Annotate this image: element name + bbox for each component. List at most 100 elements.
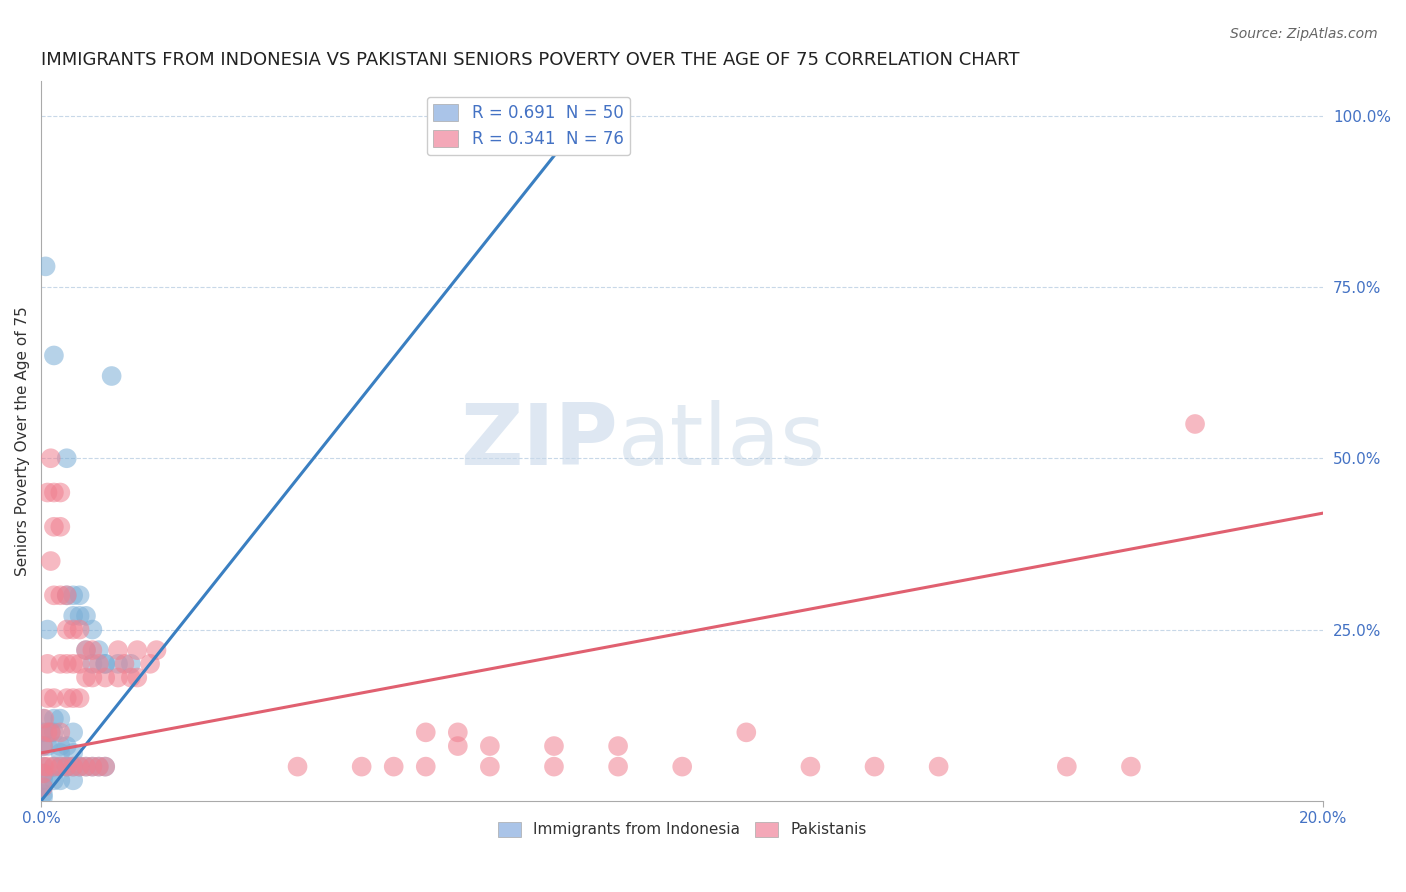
Point [94, 657, 117, 671]
Point [69, 759, 91, 773]
Y-axis label: Seniors Poverty Over the Age of 75: Seniors Poverty Over the Age of 75 [15, 306, 30, 576]
Point [55, 451, 77, 466]
Point [34, 766, 56, 780]
Point [82, 759, 104, 773]
Point [55, 759, 77, 773]
Point [145, 643, 167, 657]
Point [415, 725, 437, 739]
Point [32, 739, 55, 753]
Point [107, 671, 129, 685]
Point [49, 725, 72, 739]
Point [100, 369, 122, 384]
Legend: Immigrants from Indonesia, Pakistanis: Immigrants from Indonesia, Pakistanis [492, 815, 873, 844]
Point [37, 691, 59, 706]
Point [928, 759, 950, 773]
Point [478, 739, 501, 753]
Point [32, 780, 55, 794]
Text: ZIP: ZIP [460, 400, 619, 483]
Point [87, 759, 110, 773]
Point [82, 623, 104, 637]
Point [287, 759, 309, 773]
Point [75, 671, 97, 685]
Point [32, 725, 55, 739]
Point [62, 623, 84, 637]
Point [75, 759, 97, 773]
Point [42, 759, 65, 773]
Point [120, 657, 142, 671]
Text: atlas: atlas [619, 400, 827, 483]
Point [69, 759, 91, 773]
Point [382, 759, 405, 773]
Point [447, 725, 470, 739]
Point [49, 739, 72, 753]
Text: Source: ZipAtlas.com: Source: ZipAtlas.com [1230, 27, 1378, 41]
Point [62, 759, 84, 773]
Point [75, 759, 97, 773]
Point [139, 657, 162, 671]
Point [62, 746, 84, 760]
Point [863, 759, 886, 773]
Point [127, 643, 149, 657]
Point [62, 608, 84, 623]
Point [127, 671, 149, 685]
Point [69, 588, 91, 602]
Point [49, 485, 72, 500]
Point [55, 588, 77, 602]
Point [32, 773, 55, 788]
Point [69, 623, 91, 637]
Point [49, 712, 72, 726]
Point [55, 759, 77, 773]
Point [543, 759, 565, 773]
Point [42, 348, 65, 362]
Point [49, 657, 72, 671]
Point [69, 608, 91, 623]
Point [671, 759, 693, 773]
Point [37, 759, 59, 773]
Point [1056, 759, 1078, 773]
Point [32, 790, 55, 805]
Point [607, 759, 630, 773]
Point [82, 643, 104, 657]
Point [37, 657, 59, 671]
Point [1119, 759, 1142, 773]
Point [42, 759, 65, 773]
Point [62, 759, 84, 773]
Point [49, 520, 72, 534]
Point [114, 657, 136, 671]
Point [37, 725, 59, 739]
Point [42, 588, 65, 602]
Point [49, 588, 72, 602]
Point [34, 759, 56, 773]
Point [415, 759, 437, 773]
Point [69, 657, 91, 671]
Point [87, 657, 110, 671]
Point [350, 759, 373, 773]
Point [55, 657, 77, 671]
Point [1184, 417, 1206, 431]
Point [37, 485, 59, 500]
Point [87, 759, 110, 773]
Point [87, 643, 110, 657]
Point [94, 759, 117, 773]
Point [94, 657, 117, 671]
Point [34, 712, 56, 726]
Point [39, 554, 62, 568]
Point [42, 485, 65, 500]
Point [69, 691, 91, 706]
Point [62, 725, 84, 739]
Point [55, 623, 77, 637]
Point [49, 759, 72, 773]
Point [75, 643, 97, 657]
Point [32, 787, 55, 801]
Point [75, 608, 97, 623]
Point [39, 725, 62, 739]
Point [447, 739, 470, 753]
Point [32, 739, 55, 753]
Point [39, 725, 62, 739]
Point [62, 691, 84, 706]
Point [62, 773, 84, 788]
Point [94, 759, 117, 773]
Point [543, 739, 565, 753]
Point [42, 520, 65, 534]
Point [37, 739, 59, 753]
